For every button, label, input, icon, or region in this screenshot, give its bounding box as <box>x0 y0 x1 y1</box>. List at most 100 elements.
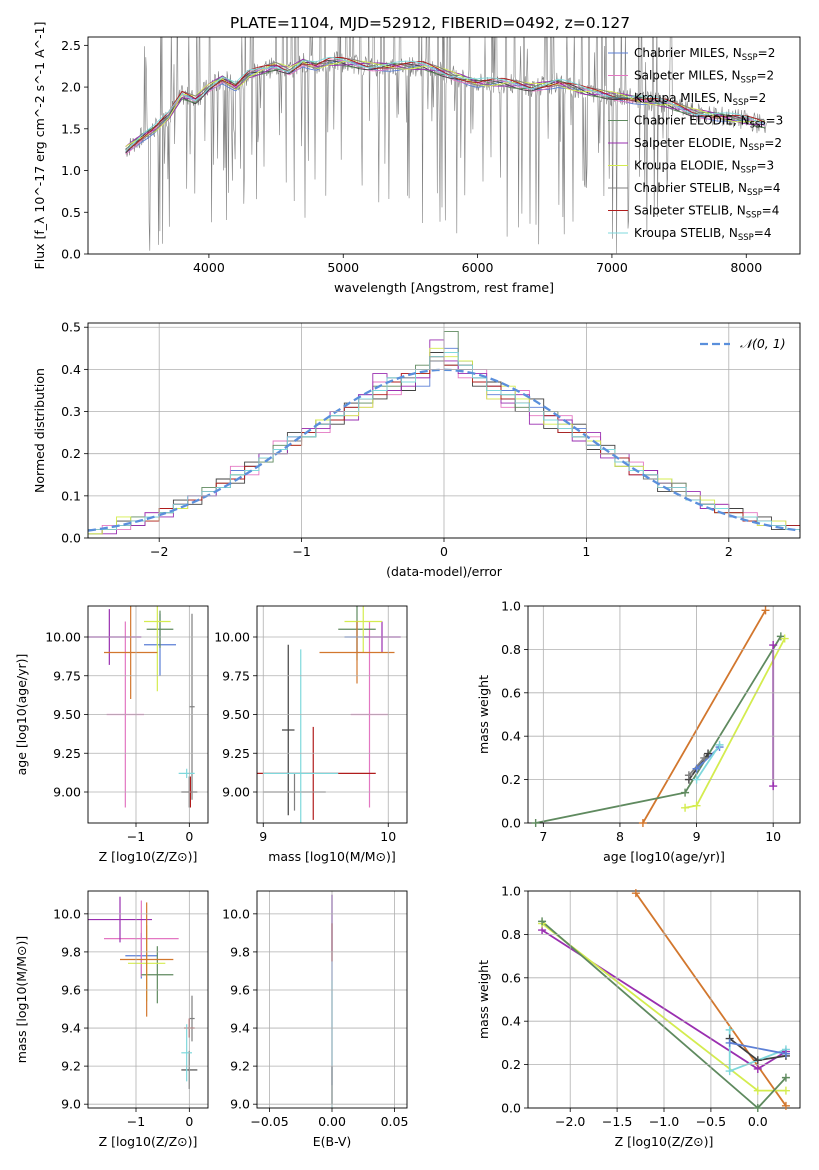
x-tick-label: 0 <box>440 544 448 559</box>
legend-entry: 𝒩(0, 1) <box>740 336 786 351</box>
y-tick-label: 0.1 <box>61 488 81 503</box>
axes-frame <box>87 605 209 824</box>
y-tick-label: 0.0 <box>501 1101 521 1116</box>
y-tick-label: 10.0 <box>53 906 81 921</box>
y-axis-label: Flux [f_λ 10^-17 erg cm^-2 s^-1 A^-1] <box>32 22 47 270</box>
panel-age-vs-Z: −1 0 9.00 9.25 9.50 9.75 10.00 Z [log10(Z/Z⊙)] a… <box>14 605 209 864</box>
x-axis-label: Z [log10(Z/Z⊙)] <box>99 1134 198 1149</box>
axes-frame <box>527 605 801 824</box>
weight-marker <box>681 803 690 812</box>
spectrum-legend: Chabrier MILES, NSSP=2 Salpeter MILES, NS… <box>608 46 783 243</box>
y-tick-label: 0.4 <box>501 1014 521 1029</box>
x-axis-label: E(B-V) <box>313 1134 352 1149</box>
weight-marker <box>769 641 778 650</box>
weight-marker <box>753 1056 762 1065</box>
weight-marker <box>538 917 547 926</box>
x-tick-label: 4000 <box>193 260 225 275</box>
weight-marker <box>700 753 709 762</box>
axes-frame <box>256 890 408 1109</box>
y-tick-label: 0.6 <box>501 970 521 985</box>
y-tick-label: 9.6 <box>61 982 81 997</box>
model-line-chabrier-stelib <box>125 57 766 150</box>
weight-marker <box>638 819 647 827</box>
legend-entry: Chabrier ELODIE, NSSP=3 <box>634 114 783 131</box>
x-tick-label: 9 <box>259 829 267 844</box>
y-tick-label: 9.2 <box>61 1059 81 1074</box>
x-axis-label: mass [log10(M/M⊙)] <box>268 849 396 864</box>
axes-frame <box>87 890 209 1109</box>
legend-entry: Salpeter STELIB, NSSP=4 <box>634 204 779 221</box>
panel-age-vs-mass: 9 10 9.00 9.25 9.50 9.75 10.00 mass [log10(M/M⊙… <box>214 605 408 864</box>
x-tick-label: 5000 <box>327 260 359 275</box>
weight-marker <box>761 606 770 615</box>
x-tick-label: 7 <box>539 829 547 844</box>
panel-weight-vs-Z: −2.0 −1.5 −1.0 −0.5 0.0 0.0 0.2 0.4 0.6 0.8 1.0 Z [… <box>476 884 801 1149</box>
y-axis-label: mass weight <box>476 960 491 1039</box>
plot-area-mass-vs-Z <box>88 896 198 1089</box>
weight-marker <box>725 1025 734 1034</box>
y-tick-label: 0.6 <box>501 685 521 700</box>
x-tick-label: 8000 <box>730 260 762 275</box>
y-tick-label: 0.0 <box>61 531 81 546</box>
y-tick-label: 9.4 <box>230 1021 250 1036</box>
x-axis-label: (data-model)/error <box>386 564 503 579</box>
y-tick-label: 9.50 <box>53 707 81 722</box>
x-tick-label: 10 <box>765 829 781 844</box>
y-axis-label: mass [log10(M/M⊙)] <box>14 936 29 1064</box>
y-tick-label: 10.0 <box>222 906 250 921</box>
weight-marker <box>725 1038 734 1047</box>
y-tick-label: 9.50 <box>222 707 250 722</box>
weight-line-kroupa-stelib <box>695 744 721 781</box>
y-tick-label: 2.0 <box>61 80 81 95</box>
legend-entry: Salpeter MILES, NSSP=2 <box>634 69 774 86</box>
x-tick-label: −2 <box>150 544 168 559</box>
y-tick-label: 0.2 <box>61 446 81 461</box>
figure-title: PLATE=1104, MJD=52912, FIBERID=0492, z=0… <box>230 14 630 32</box>
y-tick-label: 0.8 <box>501 642 521 657</box>
axes-frame <box>87 36 801 255</box>
x-tick-label: 0.05 <box>381 1114 409 1129</box>
y-axis-label: mass weight <box>476 675 491 754</box>
weight-marker <box>781 1101 790 1110</box>
x-tick-label: −1.0 <box>649 1114 679 1129</box>
panel-spectrum: 4000 5000 6000 7000 8000 0.0 0.5 1.0 1.5 2.0 2.5 wa… <box>32 22 801 295</box>
axes-frame <box>87 322 801 539</box>
legend-entry: Kroupa MILES, NSSP=2 <box>634 91 766 108</box>
x-tick-label: 6000 <box>462 260 494 275</box>
x-tick-label: −1 <box>292 544 310 559</box>
x-tick-label: 2 <box>725 544 733 559</box>
weight-marker <box>769 782 778 791</box>
weight-marker <box>692 764 701 773</box>
plot-area-spectrum <box>125 37 767 254</box>
x-tick-label: 1 <box>582 544 590 559</box>
x-tick-label: 9 <box>693 829 701 844</box>
y-tick-label: 1.0 <box>501 599 521 614</box>
weight-marker <box>715 740 724 749</box>
y-axis-label: age [log10(age/yr)] <box>14 654 29 776</box>
axes-frame <box>527 890 801 1109</box>
legend-entry: Salpeter ELODIE, NSSP=2 <box>634 136 782 153</box>
weight-line-chabrier-elodie <box>541 920 787 1108</box>
y-tick-label: 9.0 <box>61 1097 81 1112</box>
x-tick-label: −0.5 <box>696 1114 726 1129</box>
x-tick-label: 0.00 <box>318 1114 346 1129</box>
y-tick-label: 0.4 <box>61 362 81 377</box>
x-tick-label: 7000 <box>596 260 628 275</box>
y-tick-label: 9.75 <box>222 668 250 683</box>
y-tick-label: 0.0 <box>61 247 81 262</box>
y-tick-label: 9.6 <box>230 982 250 997</box>
weight-marker <box>692 775 701 784</box>
x-tick-label: −1 <box>127 1114 145 1129</box>
legend-entry: Kroupa ELODIE, NSSP=3 <box>634 159 774 176</box>
y-tick-label: 0.2 <box>501 1057 521 1072</box>
weight-marker <box>692 801 701 810</box>
y-tick-label: 1.5 <box>61 121 81 136</box>
weight-marker <box>753 1064 762 1073</box>
y-tick-label: 9.2 <box>230 1059 250 1074</box>
axes-frame <box>256 605 408 824</box>
y-tick-label: 9.75 <box>53 668 81 683</box>
x-axis-label: Z [log10(Z/Z⊙)] <box>615 1134 714 1149</box>
panel-weight-vs-age: 7 8 9 10 0.0 0.2 0.4 0.6 0.8 1.0 age [log10(age/yr… <box>476 599 801 864</box>
panel-residuals: −2 −1 0 1 2 0.0 0.1 0.2 0.3 0.4 0.5 (data-model)/er… <box>32 320 801 579</box>
